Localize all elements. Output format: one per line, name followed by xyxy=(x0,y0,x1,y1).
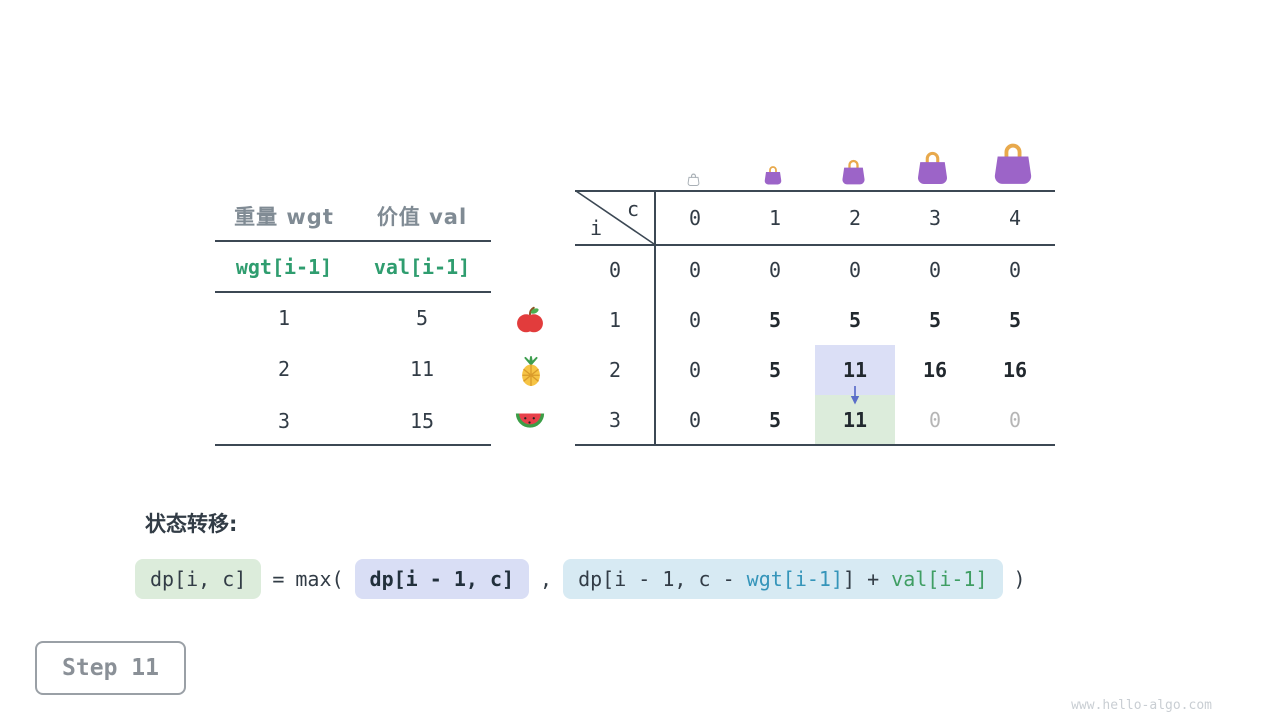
dp-cell: 0 xyxy=(688,408,702,432)
dp-cell: 0 xyxy=(688,358,702,382)
table-rule xyxy=(215,444,491,446)
state-transition-formula: dp[i, c] = max( dp[i - 1, c] , dp[i - 1,… xyxy=(135,559,1026,599)
table-rule xyxy=(575,190,1055,192)
dp-col-header: 4 xyxy=(1008,205,1022,230)
dp-col-header: 0 xyxy=(688,205,702,230)
arg2-mid: ] + xyxy=(843,567,892,591)
arg2-prefix: dp[i - 1, c - xyxy=(578,567,747,591)
dp-cell: 0 xyxy=(768,258,782,282)
dp-cell-uncomputed: 0 xyxy=(1008,408,1022,432)
dp-cell-uncomputed: 0 xyxy=(928,408,942,432)
table-rule xyxy=(215,240,491,242)
arg2-val-term: val[i-1] xyxy=(891,567,988,591)
dp-cell: 16 xyxy=(922,358,948,382)
dp-row-header: 3 xyxy=(608,408,622,432)
bag-icon-capacity-1 xyxy=(763,164,783,189)
watermelon-icon xyxy=(513,405,547,439)
table-rule xyxy=(575,444,1055,446)
comma: , xyxy=(540,567,553,591)
item-value: 15 xyxy=(409,408,435,433)
item-weight: 3 xyxy=(277,408,291,433)
formula-arg2-box: dp[i - 1, c - wgt[i-1]] + val[i-1] xyxy=(563,559,1003,599)
dp-cell: 0 xyxy=(688,258,702,282)
dp-cell: 5 xyxy=(928,308,942,332)
table-rule xyxy=(654,190,656,446)
site-watermark: www.hello-algo.com xyxy=(1071,698,1212,713)
dp-cell: 5 xyxy=(768,408,782,432)
bag-icon-capacity-3 xyxy=(915,148,950,189)
step-indicator: Step 11 xyxy=(35,641,186,695)
item-value: 5 xyxy=(415,305,429,330)
dp-table: c i 0 1 2 3 4 0 0 0 0 0 0 1 0 5 5 5 5 2 … xyxy=(575,190,1055,446)
dp-cell: 0 xyxy=(928,258,942,282)
item-value: 11 xyxy=(409,357,435,381)
bag-icon-capacity-0 xyxy=(687,171,700,190)
bag-icon-capacity-4 xyxy=(991,139,1035,189)
formula-lhs-box: dp[i, c] xyxy=(135,559,262,599)
capacity-variable-label: c xyxy=(626,197,639,221)
arg2-wgt-term: wgt[i-1] xyxy=(746,567,843,591)
formula-arg1-box: dp[i - 1, c] xyxy=(354,559,530,599)
dp-cell: 16 xyxy=(1002,358,1028,382)
dp-cell: 5 xyxy=(1008,308,1022,332)
dp-corner-cell: c i xyxy=(575,190,655,245)
weight-column-header: 重量 wgt xyxy=(234,204,334,229)
bag-icon-capacity-2 xyxy=(840,157,867,189)
dp-cell: 5 xyxy=(768,308,782,332)
dp-row-header: 1 xyxy=(608,308,622,332)
dp-row-header: 2 xyxy=(608,358,622,382)
state-transition-label: 状态转移: xyxy=(145,512,238,536)
val-code-label: val[i-1] xyxy=(373,254,471,279)
max-open: max( xyxy=(295,567,344,591)
dp-cell: 0 xyxy=(1008,258,1022,282)
dp-cell: 0 xyxy=(688,308,702,332)
dp-cell: 0 xyxy=(848,258,862,282)
dp-cell: 5 xyxy=(768,358,782,382)
table-rule xyxy=(575,244,1055,246)
dp-cell: 5 xyxy=(848,308,862,332)
table-rule xyxy=(215,291,491,293)
item-variable-label: i xyxy=(590,216,603,240)
step-label: Step 11 xyxy=(62,655,159,681)
corner-diagonal-line xyxy=(575,190,655,245)
item-weight: 1 xyxy=(277,305,291,330)
close-paren: ) xyxy=(1013,567,1026,591)
dp-col-header: 1 xyxy=(768,205,782,230)
weights-values-table: 重量 wgt 价值 val wgt[i-1] val[i-1] 1 5 2 11… xyxy=(215,190,491,446)
equals-sign: = xyxy=(272,567,285,591)
dp-col-header: 2 xyxy=(848,205,862,230)
arrow-down-icon xyxy=(847,384,863,410)
value-column-header: 价值 val xyxy=(376,204,468,229)
dp-row-header: 0 xyxy=(608,258,622,282)
item-weight: 2 xyxy=(277,357,291,381)
wgt-code-label: wgt[i-1] xyxy=(235,254,333,279)
dp-col-header: 3 xyxy=(928,205,942,230)
pineapple-icon xyxy=(514,354,548,388)
apple-icon xyxy=(513,303,547,337)
